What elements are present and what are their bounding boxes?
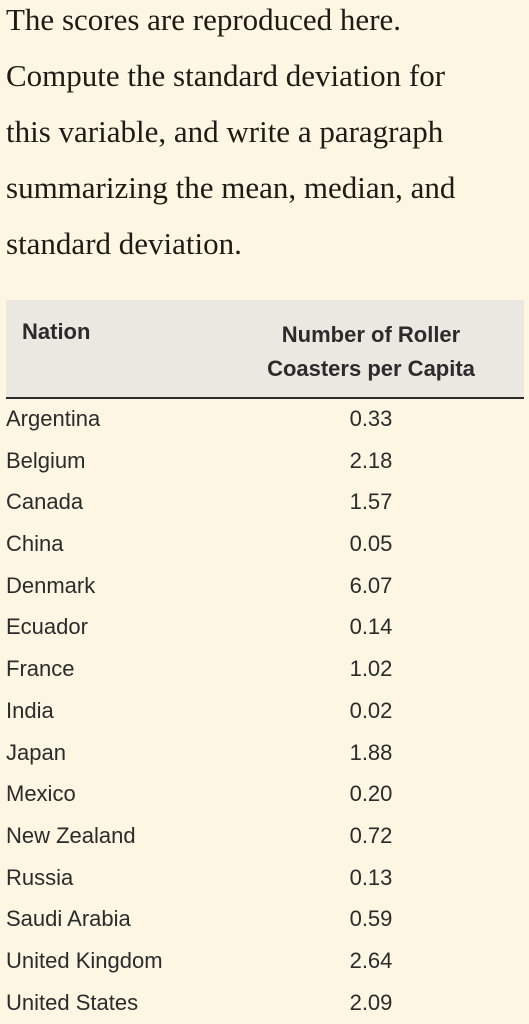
table-row: France 1.02 xyxy=(6,649,524,691)
table-row: New Zealand 0.72 xyxy=(6,816,524,858)
table-row: Ecuador 0.14 xyxy=(6,607,524,649)
prompt-line: standard deviation. xyxy=(6,226,242,261)
prompt-line: The scores are reproduced here. xyxy=(6,2,402,37)
nation-cell: Canada xyxy=(6,489,84,515)
prompt-line: Compute the standard deviation for xyxy=(6,58,446,93)
table-row: United Kingdom 2.64 xyxy=(6,941,524,983)
table-row: United States 2.09 xyxy=(6,983,524,1024)
roller-coaster-table: Nation Number of Roller Coasters per Cap… xyxy=(6,300,524,1024)
coasters-per-capita-cell: 0.59 xyxy=(349,906,393,932)
table-row: Canada 1.57 xyxy=(6,482,524,524)
coasters-per-capita-cell: 0.02 xyxy=(349,697,393,723)
nation-cell: Mexico xyxy=(6,781,76,807)
prompt-line: summarizing the mean, median, and xyxy=(6,170,456,205)
nation-cell: Belgium xyxy=(6,447,86,473)
nation-cell: Russia xyxy=(6,864,74,890)
coasters-per-capita-cell: 0.72 xyxy=(349,822,393,848)
nation-cell: United States xyxy=(6,989,139,1015)
nation-cell: Japan xyxy=(6,739,66,765)
coasters-per-capita-cell: 1.57 xyxy=(349,489,393,515)
coasters-per-capita-cell: 6.07 xyxy=(349,572,393,598)
nation-cell: Saudi Arabia xyxy=(6,906,131,932)
coasters-per-capita-cell: 0.05 xyxy=(349,531,393,557)
prompt-line: this variable, and write a paragraph xyxy=(6,114,444,149)
coasters-per-capita-cell: 0.14 xyxy=(349,614,393,640)
header-number-line: Coasters per Capita xyxy=(267,356,475,381)
header-number-per-capita: Number of Roller Coasters per Capita xyxy=(241,318,501,386)
coasters-per-capita-cell: 2.18 xyxy=(349,447,393,473)
header-number-line: Number of Roller xyxy=(281,322,461,347)
coasters-per-capita-cell: 0.13 xyxy=(349,864,393,890)
nation-cell: Ecuador xyxy=(6,614,88,640)
table-row: Denmark 6.07 xyxy=(6,566,524,608)
coasters-per-capita-cell: 0.33 xyxy=(349,406,393,431)
table-row: Japan 1.88 xyxy=(6,733,524,775)
table-header: Nation Number of Roller Coasters per Cap… xyxy=(6,300,524,399)
table-row: India 0.02 xyxy=(6,691,524,733)
nation-cell: India xyxy=(6,697,54,723)
coasters-per-capita-cell: 1.88 xyxy=(349,739,393,765)
nation-cell: New Zealand xyxy=(6,822,136,848)
nation-cell: United Kingdom xyxy=(6,947,163,973)
header-nation: Nation xyxy=(22,319,91,344)
exercise-prompt: The scores are reproduced here. Compute … xyxy=(6,0,521,272)
table-row: Argentina 0.33 xyxy=(6,399,524,441)
table-row: Mexico 0.20 xyxy=(6,774,524,816)
table-row: China 0.05 xyxy=(6,524,524,566)
nation-cell: France xyxy=(6,656,75,682)
coasters-per-capita-cell: 2.09 xyxy=(349,989,393,1015)
coasters-per-capita-cell: 1.02 xyxy=(349,656,393,682)
table-row: Belgium 2.18 xyxy=(6,441,524,483)
nation-cell: Argentina xyxy=(6,406,101,431)
table-row: Russia 0.13 xyxy=(6,858,524,900)
coasters-per-capita-cell: 0.20 xyxy=(349,781,393,807)
coasters-per-capita-cell: 2.64 xyxy=(349,947,393,973)
nation-cell: China xyxy=(6,531,64,557)
table-row: Saudi Arabia 0.59 xyxy=(6,899,524,941)
nation-cell: Denmark xyxy=(6,572,96,598)
table-body: Argentina 0.33 Belgium 2.18 Canada 1.57 China 0… xyxy=(6,399,524,1024)
